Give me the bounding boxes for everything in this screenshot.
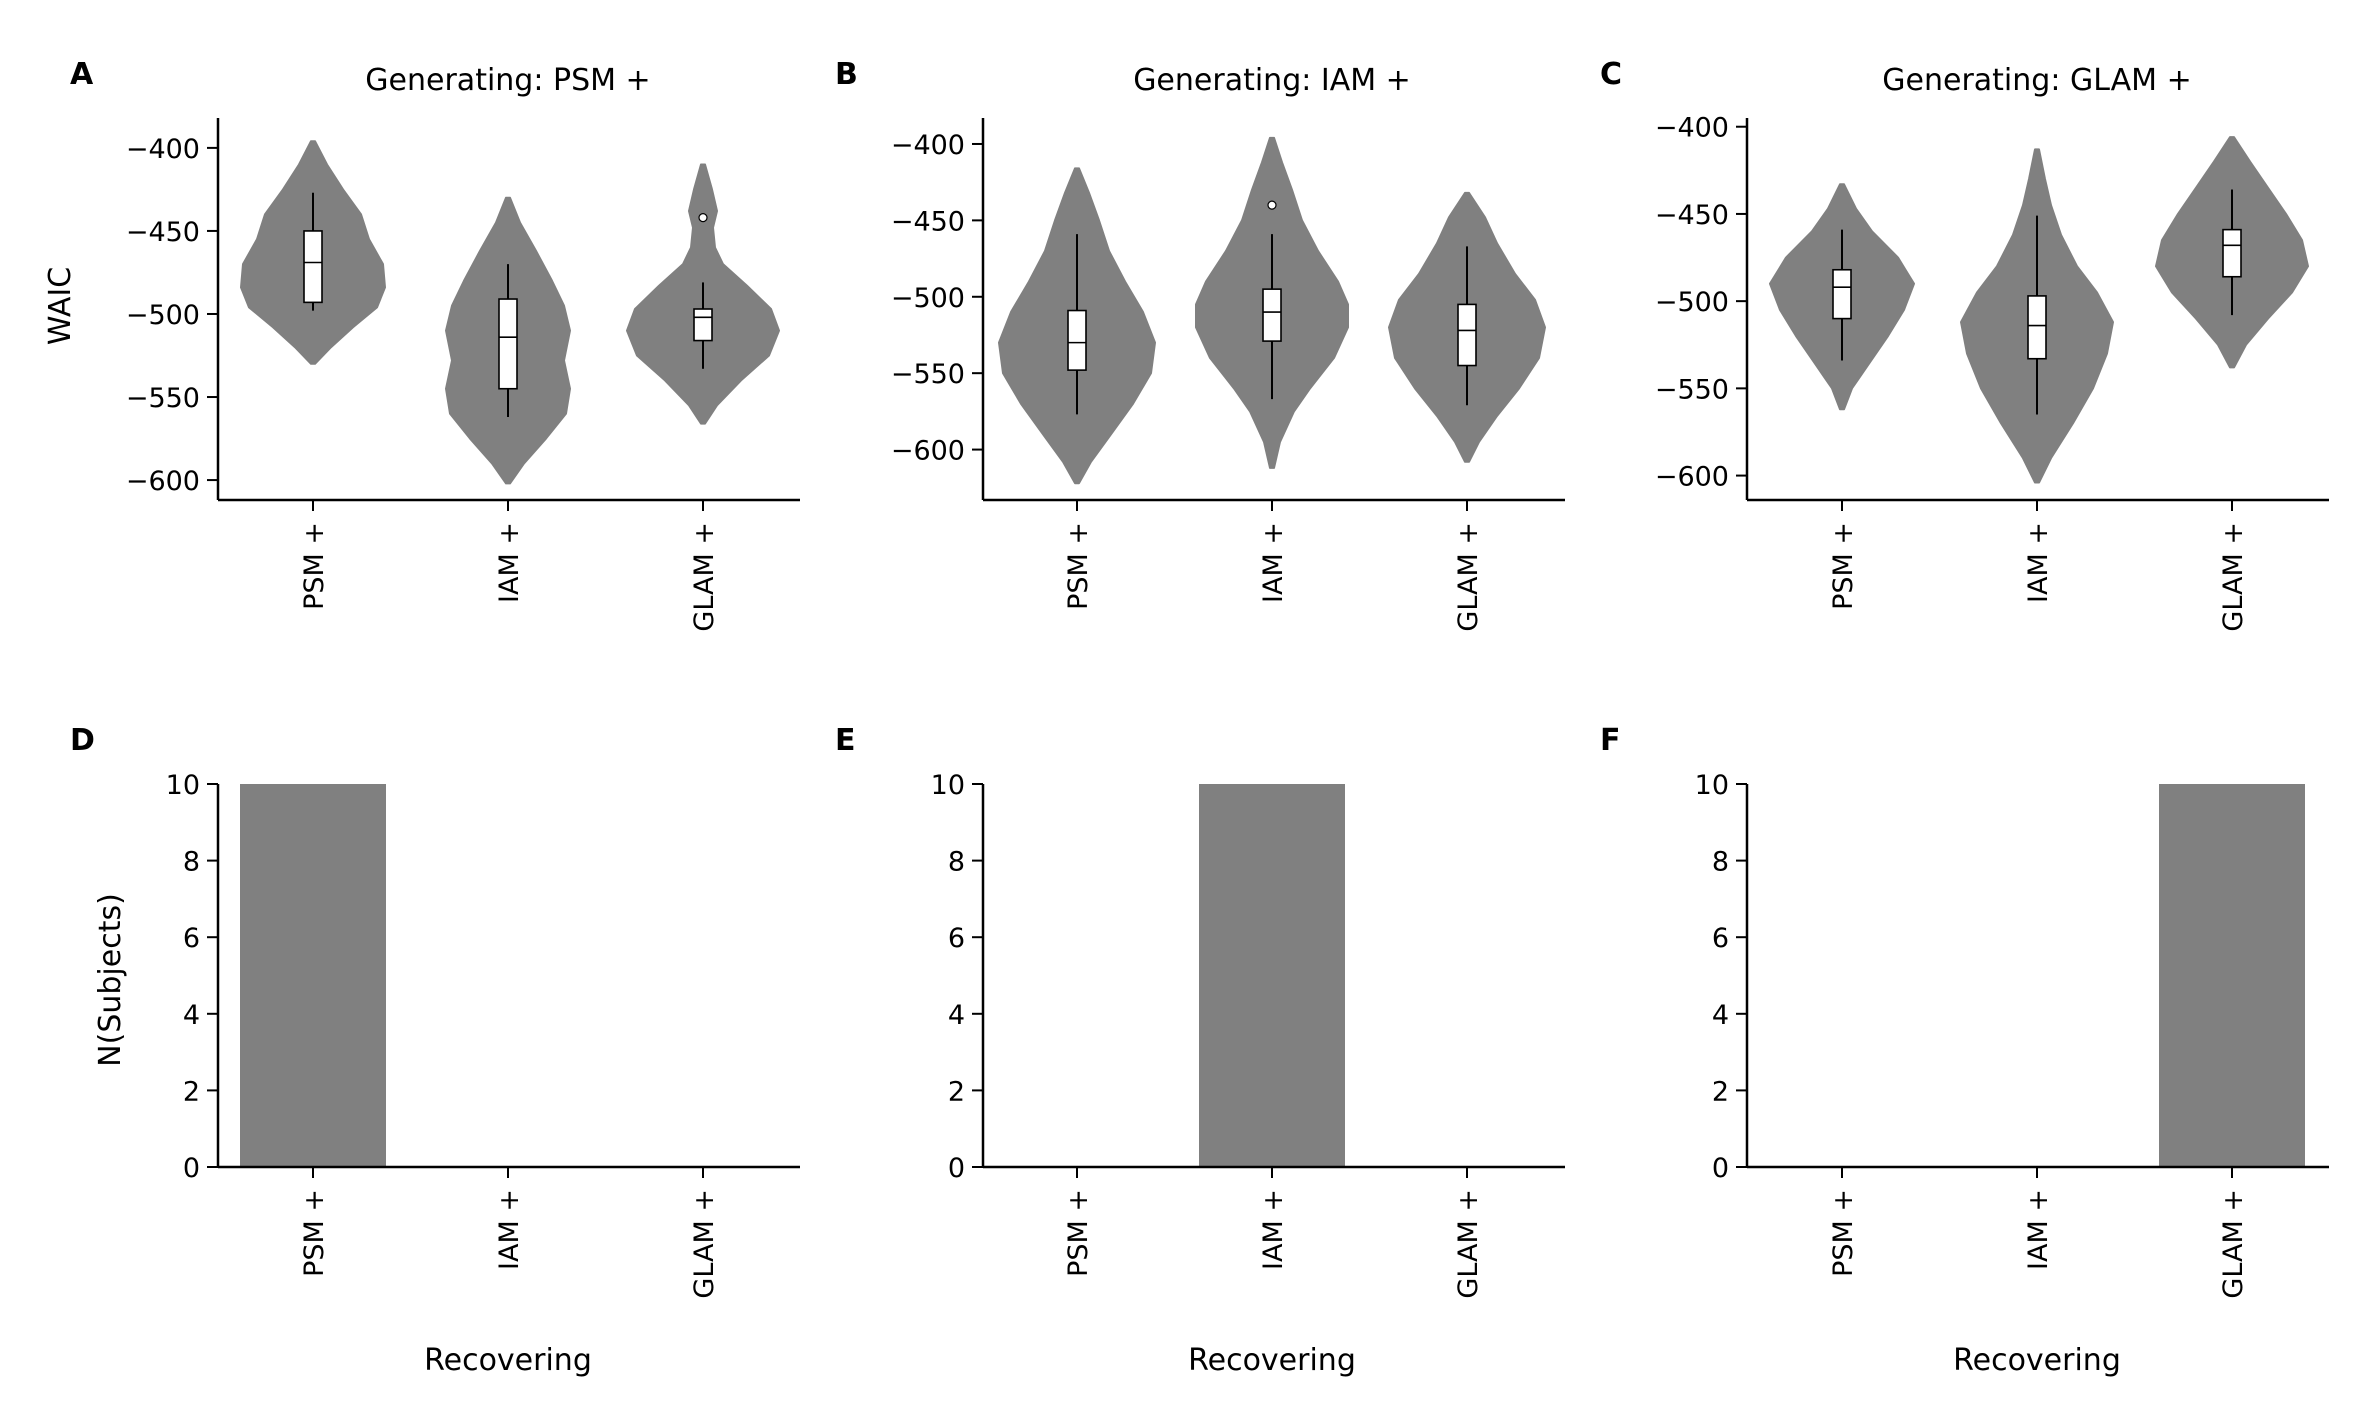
y-tick-label: −500	[126, 300, 200, 331]
x-tick-label: PSM +	[1063, 1189, 1094, 1277]
x-tick-label: IAM +	[2023, 522, 2054, 603]
x-tick-label: GLAM +	[689, 522, 720, 632]
panel-letter: E	[835, 723, 856, 758]
y-tick-label: 4	[183, 1000, 200, 1031]
y-tick-label: 8	[183, 847, 200, 878]
panel-c: C Generating: GLAM + −400 −450 −500 −550 −600 P…	[1600, 57, 2329, 632]
y-tick-label: 6	[1712, 923, 1729, 954]
x-tick-label: GLAM +	[1453, 1189, 1484, 1299]
box-iqr	[693, 308, 713, 342]
y-tick-label: −550	[891, 359, 965, 390]
y-tick-label: 8	[948, 847, 965, 878]
y-tick-label: 2	[948, 1076, 965, 1107]
panel-letter: C	[1600, 57, 1622, 92]
x-tick-label: GLAM +	[1453, 522, 1484, 632]
y-tick-label: −550	[126, 383, 200, 414]
box-iqr	[1457, 303, 1477, 367]
x-tick-label: GLAM +	[2218, 1189, 2249, 1299]
y-tick-label: −400	[891, 130, 965, 161]
y-tick-label: −600	[891, 436, 965, 467]
panel-title: Generating: IAM +	[1133, 63, 1411, 98]
y-tick-label: −400	[1655, 113, 1729, 144]
panel-letter: F	[1600, 723, 1621, 758]
x-tick-label: IAM +	[1258, 522, 1289, 603]
box-iqr	[1262, 288, 1282, 342]
panel-letter: B	[835, 57, 858, 92]
y-tick-label: −550	[1655, 374, 1729, 405]
x-tick-label: IAM +	[494, 522, 525, 603]
panel-b: B Generating: IAM + −400 −450 −500 −550 −600 PS…	[835, 57, 1565, 632]
y-tick-label: 4	[1712, 1000, 1729, 1031]
y-tick-label: −600	[126, 466, 200, 497]
box-iqr	[2027, 295, 2047, 360]
y-tick-label: −450	[1655, 200, 1729, 231]
bar-2	[1199, 784, 1345, 1167]
box-iqr	[2222, 228, 2242, 278]
y-tick-label: −450	[891, 206, 965, 237]
y-tick-label: 6	[948, 923, 965, 954]
y-tick-label: −500	[891, 283, 965, 314]
x-tick-label: IAM +	[2023, 1189, 2054, 1270]
panel-letter: D	[70, 723, 95, 758]
box-iqr	[1067, 309, 1087, 371]
box-iqr	[498, 298, 518, 390]
y-tick-label: −500	[1655, 287, 1729, 318]
y-tick-label: 10	[931, 770, 965, 801]
x-tick-label: GLAM +	[689, 1189, 720, 1299]
panel-letter: A	[70, 57, 94, 92]
y-tick-label: −600	[1655, 462, 1729, 493]
y-tick-label: 10	[1695, 770, 1729, 801]
y-tick-label: 0	[1712, 1153, 1729, 1184]
x-axis-label: Recovering	[1188, 1343, 1356, 1378]
x-tick-label: PSM +	[1828, 1189, 1859, 1277]
y-tick-label: 2	[1712, 1076, 1729, 1107]
y-tick-label: 6	[183, 923, 200, 954]
outlier-point	[698, 213, 708, 223]
x-tick-label: PSM +	[1063, 522, 1094, 610]
x-tick-label: PSM +	[299, 1189, 330, 1277]
bar-3	[2159, 784, 2305, 1167]
x-axis-label: Recovering	[1953, 1343, 2121, 1378]
box-iqr	[303, 230, 323, 304]
panel-e: E 0 2 4 6 8 10 PSM + IAM + GLAM + Recovering	[835, 723, 1565, 1378]
panel-d: D 0 2 4 6 8 10 PSM + IAM + GLAM + N(Subjects) Recov…	[70, 723, 800, 1378]
x-tick-label: PSM +	[1828, 522, 1859, 610]
y-axis-label: N(Subjects)	[93, 893, 128, 1067]
outlier-point	[1267, 200, 1277, 210]
y-tick-label: 2	[183, 1076, 200, 1107]
x-tick-label: PSM +	[299, 522, 330, 610]
y-tick-label: −400	[126, 134, 200, 165]
x-tick-label: IAM +	[494, 1189, 525, 1270]
x-axis-label: Recovering	[424, 1343, 592, 1378]
y-axis-label: WAIC	[43, 267, 78, 345]
box-iqr	[1832, 268, 1852, 320]
y-tick-label: 0	[948, 1153, 965, 1184]
panel-f: F 0 2 4 6 8 10 PSM + IAM + GLAM + Recovering	[1600, 723, 2329, 1378]
y-tick-label: 4	[948, 1000, 965, 1031]
y-tick-label: 10	[166, 770, 200, 801]
bar-1	[240, 784, 386, 1167]
panel-title: Generating: PSM +	[365, 63, 650, 98]
panel-a: A Generating: PSM + −400 −450 −500 −550 −600 PS…	[43, 57, 800, 632]
panel-title: Generating: GLAM +	[1882, 63, 2191, 98]
x-tick-label: IAM +	[1258, 1189, 1289, 1270]
y-tick-label: −450	[126, 217, 200, 248]
y-tick-label: 0	[183, 1153, 200, 1184]
y-tick-label: 8	[1712, 847, 1729, 878]
x-tick-label: GLAM +	[2218, 522, 2249, 632]
